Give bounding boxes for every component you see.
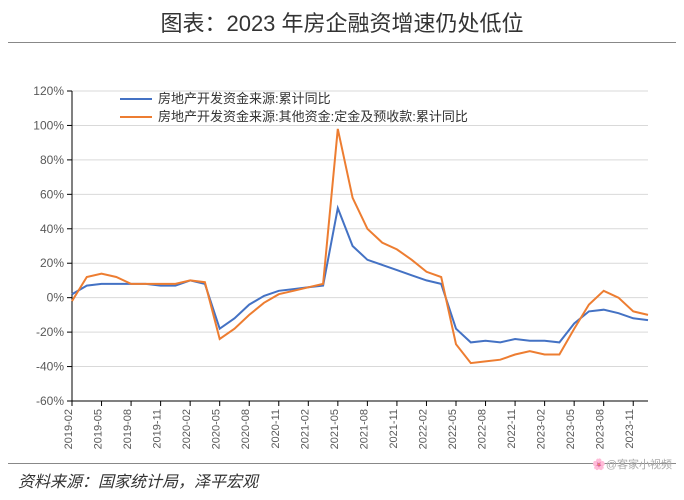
svg-text:2019-08: 2019-08 xyxy=(122,409,134,449)
svg-text:2019-02: 2019-02 xyxy=(63,409,75,449)
source-note: 资料来源：国家统计局，泽平宏观 xyxy=(8,463,676,496)
line-chart: -60% -40% -20% 0% 20% 40% 60% 80% 100% 120% 2019-0… xyxy=(0,43,684,463)
svg-text:-20%: -20% xyxy=(36,325,64,339)
svg-text:120%: 120% xyxy=(33,84,64,98)
svg-text:2020-05: 2020-05 xyxy=(211,409,223,449)
svg-text:2023-11: 2023-11 xyxy=(624,409,636,449)
chart-body: -60% -40% -20% 0% 20% 40% 60% 80% 100% 120% 2019-0… xyxy=(0,43,684,463)
svg-text:房地产开发资金来源:其他资金:定金及预收款:累计同比: 房地产开发资金来源:其他资金:定金及预收款:累计同比 xyxy=(158,109,468,124)
svg-text:0%: 0% xyxy=(47,291,65,305)
svg-text:2023-02: 2023-02 xyxy=(536,409,548,449)
svg-text:100%: 100% xyxy=(33,118,64,132)
svg-text:2023-08: 2023-08 xyxy=(595,409,607,449)
svg-text:2021-02: 2021-02 xyxy=(299,409,311,449)
svg-text:2019-05: 2019-05 xyxy=(93,409,105,449)
svg-text:80%: 80% xyxy=(40,153,64,167)
watermark-text: 🌸@客家小视频 xyxy=(592,456,672,472)
svg-text:2021-05: 2021-05 xyxy=(329,409,341,449)
svg-text:2020-08: 2020-08 xyxy=(240,409,252,449)
svg-text:60%: 60% xyxy=(40,187,64,201)
svg-text:2019-11: 2019-11 xyxy=(152,409,164,449)
svg-text:2022-08: 2022-08 xyxy=(477,409,489,449)
svg-text:2020-11: 2020-11 xyxy=(270,409,282,449)
svg-text:2021-11: 2021-11 xyxy=(388,409,400,449)
svg-text:40%: 40% xyxy=(40,222,64,236)
svg-text:-40%: -40% xyxy=(36,360,64,374)
svg-text:2023-05: 2023-05 xyxy=(565,409,577,449)
svg-text:-60%: -60% xyxy=(36,394,64,408)
svg-text:2021-08: 2021-08 xyxy=(358,409,370,449)
svg-text:20%: 20% xyxy=(40,256,64,270)
svg-text:2022-05: 2022-05 xyxy=(447,409,459,449)
svg-text:房地产开发资金来源:累计同比: 房地产开发资金来源:累计同比 xyxy=(158,91,331,106)
chart-container: 图表：2023 年房企融资增速仍处低位 -60% -40% -20% 0% 20% 40%… xyxy=(0,0,684,500)
svg-text:2022-02: 2022-02 xyxy=(417,409,429,449)
svg-text:2022-11: 2022-11 xyxy=(506,409,518,449)
chart-title: 图表：2023 年房企融资增速仍处低位 xyxy=(8,0,676,43)
svg-text:2020-02: 2020-02 xyxy=(181,409,193,449)
